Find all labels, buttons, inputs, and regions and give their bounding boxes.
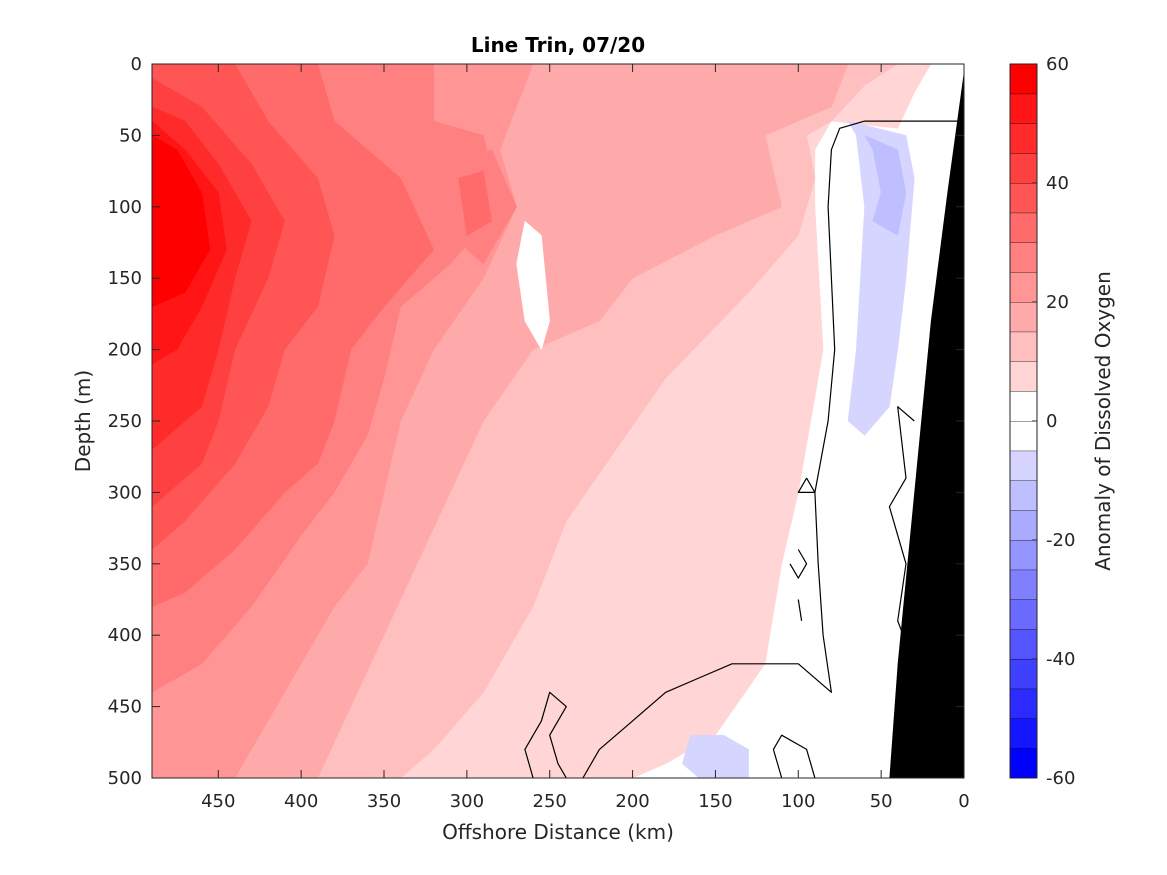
colorbar-swatch bbox=[1010, 480, 1037, 511]
chart-title: Line Trin, 07/20 bbox=[471, 33, 645, 57]
contour-fill-region bbox=[152, 135, 211, 308]
x-tick-label: 300 bbox=[450, 791, 484, 812]
colorbar-swatch bbox=[1010, 183, 1037, 213]
y-tick-label: 300 bbox=[108, 482, 142, 503]
x-tick-label: 250 bbox=[533, 791, 567, 812]
y-tick-label: 450 bbox=[108, 697, 142, 718]
contour-fill-region bbox=[864, 135, 907, 236]
x-tick-label: 150 bbox=[698, 791, 732, 812]
colorbar-tick-label: -20 bbox=[1046, 530, 1075, 551]
zero-contour-line bbox=[524, 691, 567, 778]
colorbar-swatch bbox=[1010, 272, 1037, 302]
colorbar-axis: 60 40 20 0 -20 -40 -60 bbox=[1032, 54, 1075, 789]
y-tick-label: 350 bbox=[108, 554, 142, 575]
x-tick-label: 0 bbox=[958, 791, 969, 812]
x-tick-label: 100 bbox=[781, 791, 815, 812]
y-axis: 0 50 100 150 200 250 300 350 400 450 500 bbox=[108, 54, 964, 789]
colorbar-tick-label: 40 bbox=[1046, 173, 1069, 194]
y-axis-label: Depth (m) bbox=[71, 370, 95, 472]
x-tick-label: 450 bbox=[201, 791, 235, 812]
y-tick-label: 150 bbox=[108, 268, 142, 289]
y-tick-label: 0 bbox=[131, 54, 142, 75]
colorbar-swatch bbox=[1010, 718, 1037, 749]
x-tick-label: 400 bbox=[284, 791, 318, 812]
colorbar-swatch bbox=[1010, 748, 1037, 778]
contour-fill-region bbox=[516, 220, 550, 350]
plot-area bbox=[152, 64, 964, 778]
x-tick-label: 50 bbox=[870, 791, 893, 812]
bathymetry-mask bbox=[889, 71, 964, 778]
colorbar-label: Anomaly of Dissolved Oxygen bbox=[1091, 271, 1115, 571]
x-axis-label: Offshore Distance (km) bbox=[442, 820, 674, 844]
contour-fill-region bbox=[682, 734, 749, 778]
colorbar-tick-label: 0 bbox=[1046, 411, 1057, 432]
colorbar-swatch bbox=[1010, 510, 1037, 540]
colorbar-swatch bbox=[1010, 212, 1037, 243]
colorbar-swatch bbox=[1010, 599, 1037, 630]
colorbar-swatch bbox=[1010, 153, 1037, 183]
y-tick-label: 100 bbox=[108, 197, 142, 218]
colorbar-swatch bbox=[1010, 391, 1037, 421]
field-layer bbox=[152, 64, 964, 778]
contour-fill-region bbox=[458, 170, 492, 236]
colorbar-tick-label: 20 bbox=[1046, 292, 1069, 313]
x-tick-label: 350 bbox=[367, 791, 401, 812]
colorbar-swatch bbox=[1010, 421, 1037, 451]
colorbar-swatch bbox=[1010, 688, 1037, 719]
colorbar-swatch bbox=[1010, 123, 1037, 154]
bathymetry-layer bbox=[889, 71, 964, 778]
x-axis: 450 400 350 300 250 200 150 100 50 0 bbox=[201, 64, 970, 812]
colorbar-swatch bbox=[1010, 64, 1037, 94]
y-tick-label: 50 bbox=[119, 125, 142, 146]
colorbar-swatch bbox=[1010, 569, 1037, 600]
colorbar-swatch bbox=[1010, 361, 1037, 392]
zero-contour-line bbox=[582, 120, 964, 778]
colorbar-swatch bbox=[1010, 540, 1037, 570]
y-tick-label: 250 bbox=[108, 411, 142, 432]
zero-contour-line bbox=[797, 599, 803, 621]
colorbar-swatch bbox=[1010, 629, 1037, 659]
colorbar-tick-label: 60 bbox=[1046, 54, 1069, 75]
colorbar-swatch bbox=[1010, 93, 1037, 124]
y-tick-label: 400 bbox=[108, 625, 142, 646]
colorbar-swatch bbox=[1010, 450, 1037, 481]
colorbar-swatch bbox=[1010, 242, 1037, 273]
y-tick-label: 200 bbox=[108, 340, 142, 361]
colorbar-swatch bbox=[1010, 659, 1037, 689]
colorbar-tick-label: -60 bbox=[1046, 768, 1075, 789]
y-tick-label: 500 bbox=[108, 768, 142, 789]
zero-contour-line bbox=[797, 477, 816, 493]
x-tick-label: 200 bbox=[615, 791, 649, 812]
colorbar bbox=[1010, 63, 1037, 778]
colorbar-tick-label: -40 bbox=[1046, 649, 1075, 670]
colorbar-swatch bbox=[1010, 302, 1037, 332]
zero-contour-line bbox=[772, 734, 816, 778]
zero-contour-line bbox=[789, 549, 808, 579]
colorbar-swatch bbox=[1010, 331, 1037, 362]
